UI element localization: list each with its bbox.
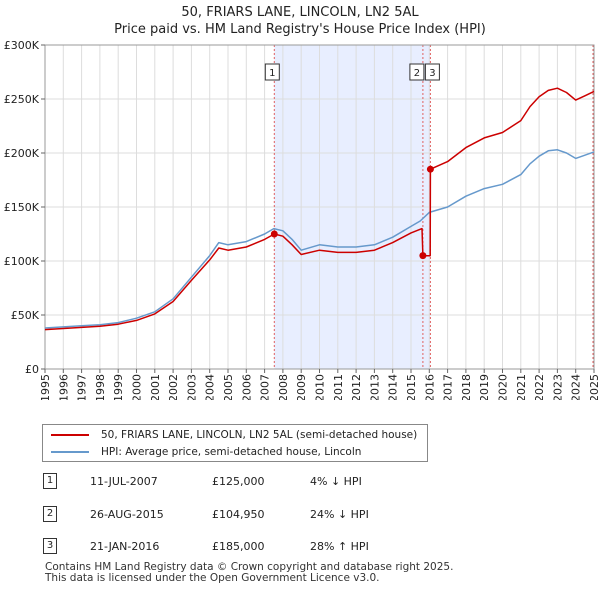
footer-licence: This data is licensed under the Open Gov… <box>45 572 380 584</box>
transaction-hpi-diff: 4% ↓ HPI <box>310 475 362 488</box>
x-tick-label: 2015 <box>405 374 418 400</box>
x-tick-label: 2007 <box>259 374 272 400</box>
transaction-date: 11-JUL-2007 <box>90 475 158 488</box>
transaction-hpi-diff: 24% ↓ HPI <box>310 508 369 521</box>
x-tick-label: 2018 <box>460 374 473 400</box>
x-tick-label: 2003 <box>185 374 198 400</box>
transaction-price: £125,000 <box>212 475 265 488</box>
x-tick-label: 1996 <box>57 374 70 400</box>
x-tick-label: 2024 <box>570 374 583 400</box>
legend-property-swatch <box>51 434 89 436</box>
x-tick-label: 1995 <box>39 374 52 400</box>
x-tick-label: 2012 <box>350 374 363 400</box>
x-tick-label: 2013 <box>368 374 381 400</box>
transaction-hpi-diff: 28% ↑ HPI <box>310 540 369 553</box>
x-tick-label: 2001 <box>149 374 162 400</box>
chart-subtitle: Price paid vs. HM Land Registry's House … <box>114 22 486 37</box>
x-tick-label: 2025 <box>588 374 600 400</box>
x-tick-label: 2023 <box>551 374 564 400</box>
x-tick-label: 2005 <box>222 374 235 400</box>
sale-3-point <box>426 165 434 173</box>
transaction-number: 3 <box>43 538 57 554</box>
x-tick-label: 2009 <box>295 374 308 400</box>
y-tick-label: £100K <box>4 255 40 268</box>
y-tick-label: £50K <box>11 309 40 322</box>
x-tick-label: 2014 <box>387 374 400 400</box>
y-tick-label: £250K <box>4 93 40 106</box>
x-tick-label: 1999 <box>112 374 125 400</box>
legend-hpi-label: HPI: Average price, semi-detached house,… <box>101 446 362 458</box>
sale-1-point <box>270 230 278 238</box>
price-chart: 1 2 3 £0 £50K £100K £150K £200K £250K £300K 1995 19… <box>4 39 600 400</box>
x-tick-label: 2008 <box>277 374 290 400</box>
sale-2-label: 2 <box>414 68 420 79</box>
legend: 50, FRIARS LANE, LINCOLN, LN2 5AL (semi-… <box>42 424 428 462</box>
sale-3-label: 3 <box>429 68 435 79</box>
x-tick-label: 2000 <box>131 374 144 400</box>
x-tick-label: 1997 <box>76 374 89 400</box>
transaction-number: 2 <box>43 506 57 522</box>
legend-hpi-swatch <box>51 451 89 453</box>
x-tick-label: 2004 <box>204 374 217 400</box>
sale-3-box <box>424 63 440 81</box>
x-tick-label: 2006 <box>240 374 253 400</box>
chart-title: 50, FRIARS LANE, LINCOLN, LN2 5AL <box>181 5 419 20</box>
legend-property-label: 50, FRIARS LANE, LINCOLN, LN2 5AL (semi-… <box>101 429 418 441</box>
transaction-price: £185,000 <box>212 540 265 553</box>
x-tick-label: 2016 <box>423 374 436 400</box>
sale-1-label: 1 <box>269 68 275 79</box>
footer-copyright: Contains HM Land Registry data © Crown c… <box>45 561 454 573</box>
transaction-date: 26-AUG-2015 <box>90 508 164 521</box>
sale-2-point <box>419 252 427 260</box>
x-tick-label: 2020 <box>497 374 510 400</box>
x-tick-label: 1998 <box>94 374 107 400</box>
x-tick-label: 2010 <box>314 374 327 400</box>
sale-1-box <box>264 63 280 81</box>
x-tick-label: 2021 <box>515 374 528 400</box>
sale-2-box <box>409 63 425 81</box>
y-tick-label: £150K <box>4 201 40 214</box>
x-tick-label: 2022 <box>533 374 546 400</box>
hpi-line <box>44 149 595 329</box>
y-tick-label: £0 <box>25 363 39 376</box>
transaction-number: 1 <box>43 473 57 489</box>
x-tick-label: 2002 <box>167 374 180 400</box>
x-tick-label: 2011 <box>332 374 345 400</box>
transaction-date: 21-JAN-2016 <box>90 540 160 553</box>
x-tick-label: 2019 <box>478 374 491 400</box>
y-tick-label: £200K <box>4 147 40 160</box>
property-line <box>44 87 595 331</box>
y-tick-label: £300K <box>4 39 40 52</box>
transaction-price: £104,950 <box>212 508 265 521</box>
x-tick-label: 2017 <box>442 374 455 400</box>
